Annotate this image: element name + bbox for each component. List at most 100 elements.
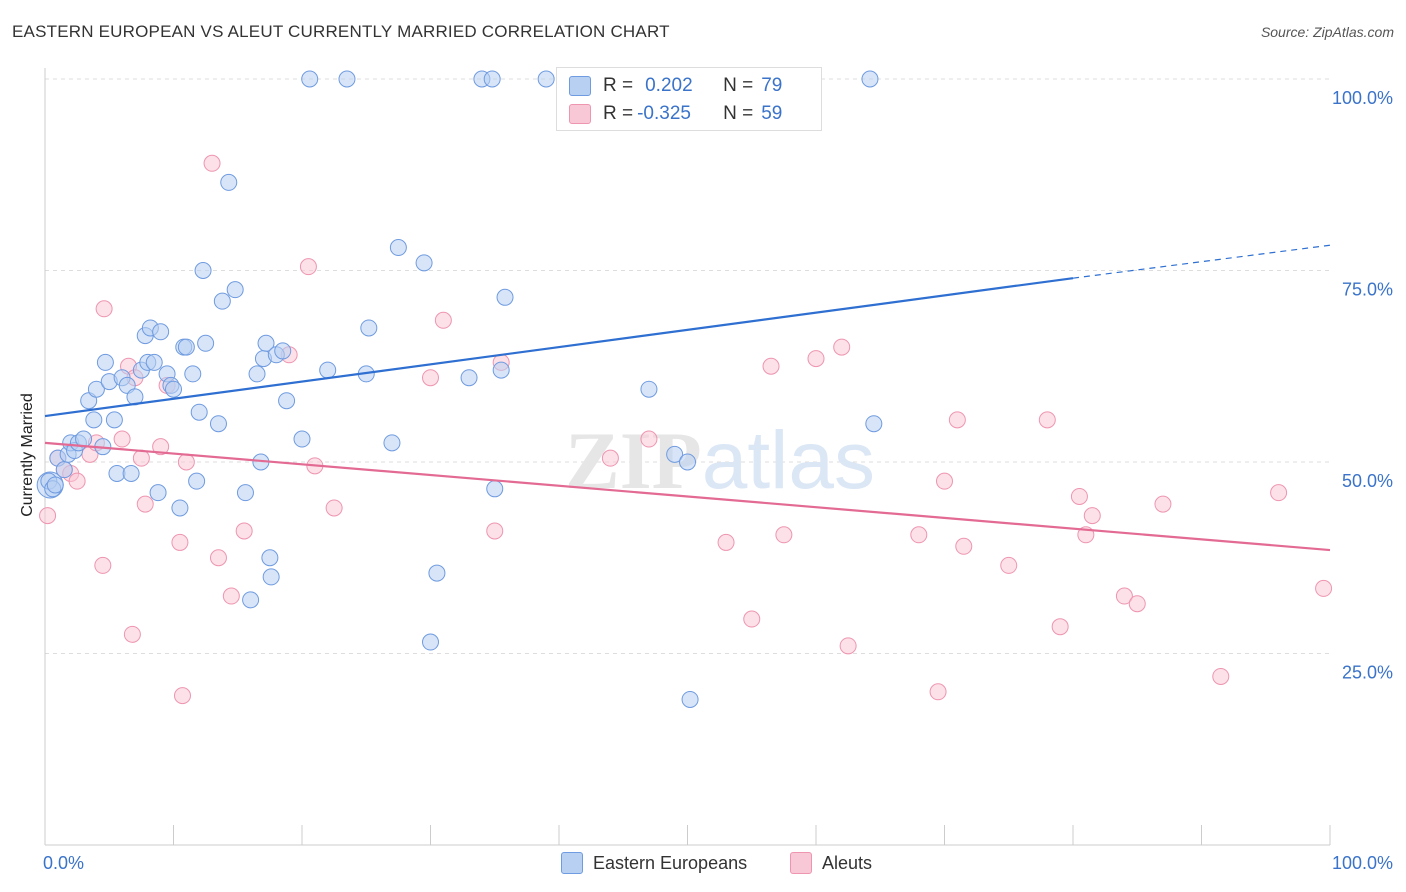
aleut-point <box>68 472 86 490</box>
aleut-point <box>209 549 227 567</box>
eastern-european-point <box>226 281 244 299</box>
aleut-point <box>833 338 851 356</box>
eastern-european-point <box>96 353 114 371</box>
eastern-european-point <box>177 338 195 356</box>
eastern-european-point <box>319 361 337 379</box>
pink-swatch <box>790 852 812 874</box>
trend-lines <box>44 244 1331 552</box>
eastern-european-point <box>666 445 684 463</box>
eastern-european-point <box>165 380 182 398</box>
source-label: Source: ZipAtlas.com <box>1260 24 1394 40</box>
aleut-point <box>640 430 658 448</box>
eastern-european-point <box>149 484 167 502</box>
aleut-point <box>39 507 57 525</box>
eastern-european-point <box>220 173 238 191</box>
aleut-point <box>1128 595 1146 613</box>
aleut-point <box>113 430 131 448</box>
aleut-point <box>936 472 953 490</box>
eastern-european-point <box>861 70 879 88</box>
eastern-european-point <box>122 464 140 482</box>
eastern-europeans-trend-line <box>44 277 1074 418</box>
eastern-european-point <box>681 690 699 708</box>
legend-label: Aleuts <box>822 852 873 873</box>
eastern-european-point <box>105 411 123 429</box>
aleut-point <box>839 637 857 655</box>
aleut-point <box>955 537 973 555</box>
n-value: 59 <box>761 103 783 124</box>
eastern-european-point <box>262 568 280 586</box>
aleut-point <box>203 154 221 172</box>
n-label: N = <box>723 75 754 96</box>
y-tick-label: 50.0% <box>1342 471 1393 491</box>
aleut-point <box>1070 487 1088 505</box>
aleut-point <box>807 350 825 368</box>
aleut-point <box>1000 556 1018 574</box>
aleut-point <box>775 526 793 544</box>
aleut-point <box>136 495 154 513</box>
r-label: R = <box>603 75 634 96</box>
eastern-european-point <box>184 365 202 383</box>
aleut-point <box>717 533 735 551</box>
eastern-european-point <box>248 365 266 383</box>
aleut-point <box>152 438 170 456</box>
aleut-point <box>1212 667 1230 685</box>
eastern-european-point <box>152 323 170 341</box>
aleut-point <box>1083 507 1101 525</box>
eastern-european-point <box>194 262 212 279</box>
n-label: N = <box>723 103 754 124</box>
eastern-european-point <box>383 434 401 452</box>
aleut-point <box>1315 579 1333 597</box>
eastern-european-point <box>428 564 446 582</box>
y-tick-label: 25.0% <box>1342 663 1393 683</box>
eastern-european-point <box>145 353 163 371</box>
series-legend: Eastern Europeans Aleuts <box>0 852 1406 878</box>
y-tick-label: 75.0% <box>1342 280 1393 300</box>
eastern-european-point <box>460 369 478 387</box>
eastern-european-point <box>496 288 514 306</box>
aleut-point <box>299 258 317 276</box>
aleut-point <box>1051 618 1069 636</box>
gridlines <box>45 78 1330 654</box>
r-label: R = <box>603 103 634 124</box>
blue-swatch <box>569 76 591 96</box>
aleut-point <box>762 357 780 375</box>
eastern-european-point <box>293 430 311 448</box>
eastern-european-point <box>236 484 254 502</box>
aleut-point <box>1154 495 1172 513</box>
eastern-european-point <box>338 70 356 88</box>
legend-label: Eastern Europeans <box>593 852 748 873</box>
eastern-european-point <box>108 464 126 482</box>
eastern-european-point <box>242 591 260 609</box>
eastern-european-point <box>486 480 504 498</box>
aleut-point <box>94 556 112 574</box>
eastern-european-point <box>55 461 73 479</box>
eastern-european-point <box>85 411 103 429</box>
eastern-european-point <box>422 633 439 651</box>
eastern-european-point <box>190 403 208 421</box>
aleut-point <box>123 625 141 643</box>
aleut-point <box>422 369 439 387</box>
eastern-european-point <box>46 476 64 494</box>
aleut-point <box>1038 411 1056 429</box>
tick-labels: 25.0% 50.0% 75.0% 100.0% 0.0% 100.0% <box>43 88 1393 873</box>
aleut-point <box>929 683 947 701</box>
axes <box>44 68 1331 846</box>
eastern-european-point <box>537 70 555 88</box>
eastern-european-point <box>301 70 319 88</box>
aleut-point <box>171 533 189 551</box>
aleut-point <box>132 449 150 467</box>
aleut-point <box>434 311 452 329</box>
eastern-european-point <box>257 334 275 352</box>
n-value: 79 <box>761 75 783 96</box>
aleut-point <box>177 453 195 471</box>
eastern-european-point <box>492 361 510 379</box>
eastern-european-point <box>261 549 279 567</box>
aleut-point <box>235 522 253 540</box>
eastern-european-point <box>278 392 296 410</box>
eastern-european-point <box>87 380 105 398</box>
blue-swatch <box>561 852 583 874</box>
eastern-european-point <box>360 319 378 337</box>
eastern-european-point <box>213 292 231 310</box>
aleut-point <box>486 522 504 540</box>
